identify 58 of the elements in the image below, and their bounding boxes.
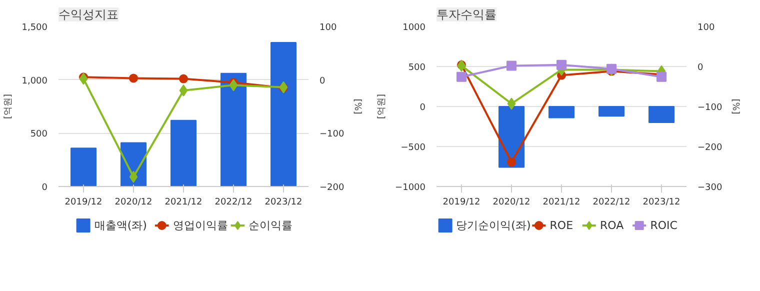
y2-tick-label: −100 (698, 103, 722, 113)
x-tick-label: 2023/12 (642, 198, 680, 208)
point (179, 74, 188, 84)
y2-axis-title: [%] (352, 98, 362, 114)
x-tick-label: 2021/12 (164, 198, 202, 208)
x-tick-label: 2023/12 (264, 198, 302, 208)
y2-tick-label: 100 (320, 23, 337, 33)
legend-label: 매출액(좌) (94, 219, 147, 232)
x-tick-label: 2019/12 (442, 198, 480, 208)
y2-tick-label: 100 (698, 23, 715, 33)
legend-label: 영업이익률 (172, 219, 228, 232)
x-tick-label: 2022/12 (592, 198, 630, 208)
point (129, 170, 138, 183)
y-axis-title: [억원] (4, 94, 14, 120)
point (456, 72, 466, 82)
legend-label: ROE (550, 219, 574, 232)
point (179, 84, 188, 96)
y-tick-label: 1,000 (22, 76, 48, 86)
y-tick-label: 1,500 (22, 23, 48, 33)
x-tick-label: 2020/12 (114, 198, 152, 208)
y-tick-label: 0 (420, 103, 426, 113)
y2-tick-label: −200 (698, 143, 722, 153)
point (457, 60, 466, 72)
y2-axis-title: [%] (730, 98, 740, 114)
x-tick-label: 2021/12 (542, 198, 580, 208)
bar (170, 120, 196, 186)
y2-tick-label: −200 (320, 183, 344, 193)
y2-tick-label: −100 (320, 130, 344, 140)
chart-title: 투자수익률 (436, 8, 496, 22)
legend-label: 당기순이익(좌) (456, 219, 531, 232)
legend-label: ROA (600, 219, 624, 232)
y-tick-label: 500 (408, 63, 426, 73)
point (229, 79, 238, 92)
x-tick-label: 2019/12 (64, 198, 102, 208)
bar (270, 42, 296, 186)
y-tick-label: −500 (400, 143, 426, 153)
point (79, 72, 88, 85)
legend-label: 순이익률 (248, 219, 293, 232)
point (556, 60, 566, 70)
y2-tick-label: 0 (320, 76, 326, 86)
bar (220, 72, 246, 186)
y2-tick-label: −300 (698, 183, 722, 193)
bar (70, 148, 96, 186)
point (507, 158, 516, 167)
point (507, 98, 516, 110)
chart-title: 수익성지표 (58, 8, 118, 22)
point (656, 72, 666, 82)
point (129, 74, 138, 83)
y-tick-label: 0 (42, 183, 48, 193)
legend-label: ROIC (650, 219, 678, 232)
y-axis-title: [억원] (377, 94, 388, 120)
y-tick-label: −1000 (395, 183, 426, 193)
y-tick-label: 1000 (402, 23, 426, 33)
point (506, 60, 516, 71)
y-tick-label: 500 (30, 130, 48, 140)
y2-tick-label: 0 (698, 63, 704, 73)
x-tick-label: 2020/12 (492, 198, 530, 208)
x-tick-label: 2022/12 (214, 198, 252, 208)
